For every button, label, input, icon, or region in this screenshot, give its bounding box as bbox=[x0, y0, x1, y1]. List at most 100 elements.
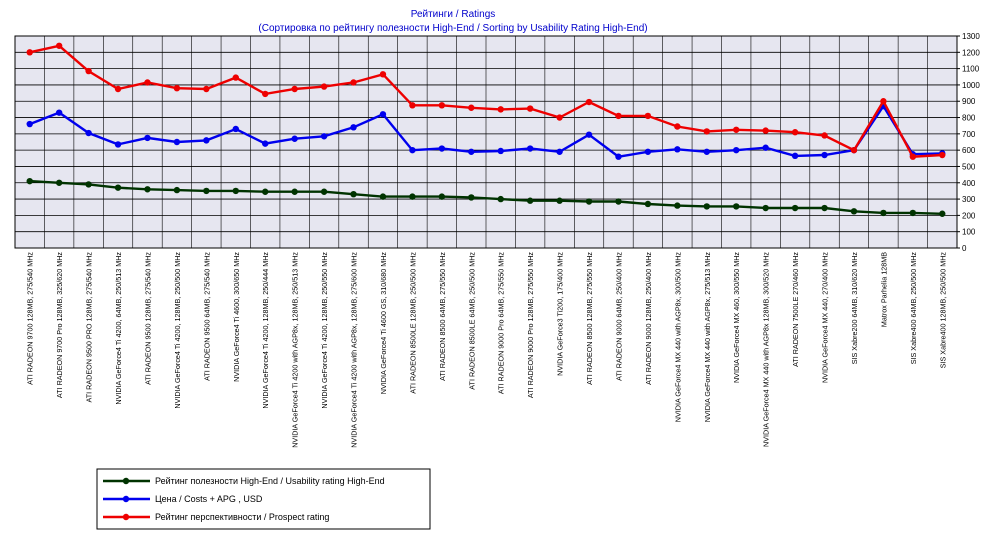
chart-title: Рейтинги / Ratings bbox=[411, 9, 496, 20]
data-point bbox=[232, 187, 239, 195]
data-point bbox=[144, 134, 151, 142]
y-tick-label: 300 bbox=[962, 195, 976, 204]
data-point bbox=[880, 209, 887, 217]
data-point bbox=[291, 85, 298, 93]
x-tick-label: NVIDIA GeForce3 Ti200, 175/400 MHz bbox=[556, 252, 565, 376]
data-point bbox=[762, 204, 769, 212]
series-1 bbox=[26, 177, 946, 217]
data-point bbox=[409, 146, 416, 154]
series-layer bbox=[26, 42, 946, 217]
legend: Рейтинг полезности High-End / Usability … bbox=[96, 468, 431, 530]
series-3 bbox=[26, 42, 946, 160]
y-tick-label: 600 bbox=[962, 146, 976, 155]
data-point bbox=[55, 109, 63, 116]
data-point bbox=[203, 187, 210, 195]
x-tick-label: NVIDIA GeForce4 MX 440, 270/400 MHz bbox=[821, 252, 830, 383]
data-point bbox=[585, 98, 593, 106]
x-axis: ATI RADEON 9700 128MB, 275/540 MHz ATI RA… bbox=[26, 252, 948, 448]
data-point bbox=[291, 188, 298, 195]
data-point bbox=[291, 135, 298, 142]
x-tick-label: NVIDIA GeForce4 Ti 4200, 128MB, 250/500 … bbox=[173, 252, 182, 409]
x-tick-label: NVIDIA GeForce4 Ti 4200, 128MB, 250/550 … bbox=[320, 252, 329, 409]
x-tick-label: ATI RADEON 8500LE 64MB, 250/500 MHz bbox=[467, 252, 476, 390]
data-point bbox=[350, 190, 357, 198]
x-tick-label: ATI RADEON 9500 PRO 128MB, 275/540 MHz bbox=[85, 252, 94, 403]
data-point bbox=[379, 193, 387, 200]
data-point bbox=[733, 146, 740, 154]
x-tick-label: ATI RADEON 9500 128MB, 275/540 MHz bbox=[143, 252, 152, 385]
data-point bbox=[526, 105, 534, 112]
data-point bbox=[55, 42, 63, 49]
data-point bbox=[880, 98, 887, 105]
x-tick-label: NVIDIA GeForce4 Ti 4200 with AGP8x, 128M… bbox=[350, 252, 359, 448]
data-point bbox=[350, 124, 357, 131]
data-point bbox=[438, 193, 446, 200]
y-tick-label: 200 bbox=[962, 211, 976, 220]
x-tick-label: ATI RADEON 9000 Pro 64MB, 275/550 MHz bbox=[497, 252, 506, 394]
series-line bbox=[29, 44, 943, 158]
data-point bbox=[497, 106, 504, 113]
data-point bbox=[144, 186, 151, 193]
x-tick-label: ATI RADEON 8500 128MB, 275/550 MHz bbox=[585, 252, 594, 385]
legend-label: Рейтинг полезности High-End / Usability … bbox=[155, 476, 385, 486]
x-tick-label: ATI RADEON 9000 128MB, 250/400 MHz bbox=[644, 252, 653, 385]
data-point bbox=[674, 146, 681, 153]
y-tick-label: 500 bbox=[962, 162, 976, 171]
data-point bbox=[909, 209, 917, 217]
x-tick-label: NVIDIA GeForce4 MX 440 with AGP8x, 275/5… bbox=[703, 252, 712, 423]
chart-subtitle: (Сортировка по рейтингу полезности High-… bbox=[258, 23, 647, 34]
data-point bbox=[791, 204, 799, 212]
data-point bbox=[850, 146, 858, 154]
y-tick-label: 800 bbox=[962, 114, 976, 123]
data-point bbox=[379, 71, 387, 78]
data-point bbox=[262, 140, 269, 147]
data-point bbox=[615, 153, 622, 160]
data-point bbox=[468, 104, 475, 111]
data-point bbox=[762, 144, 769, 151]
x-tick-label: NVIDIA GeForce4 Ti 4200, 64MB, 250/513 M… bbox=[114, 252, 123, 405]
data-point bbox=[114, 85, 122, 93]
data-point bbox=[762, 127, 769, 134]
series-2 bbox=[26, 102, 946, 160]
legend-item: Цена / Costs + APG , USD bbox=[103, 494, 263, 504]
data-point bbox=[615, 198, 622, 205]
data-point bbox=[350, 79, 357, 86]
x-tick-label: Matrox Parhelia 128MB bbox=[879, 252, 888, 327]
x-tick-label: ATI RADEON 8500 64MB, 275/550 MHz bbox=[438, 252, 447, 381]
data-point bbox=[438, 145, 446, 152]
data-point bbox=[438, 102, 446, 109]
x-tick-label: ATI RADEON 9000 Pro 128MB, 275/550 MHz bbox=[526, 252, 535, 398]
data-point bbox=[85, 129, 92, 137]
data-point bbox=[733, 126, 740, 133]
x-tick-label: SIS Xabre400 128MB, 250/500 MHz bbox=[938, 252, 947, 369]
x-tick-label: NVIDIA GeForce4 MX 440 with AGP8x, 300/5… bbox=[673, 252, 682, 423]
y-tick-label: 1100 bbox=[962, 65, 980, 74]
data-point bbox=[556, 148, 563, 155]
data-point bbox=[409, 193, 416, 200]
data-point bbox=[585, 198, 593, 205]
data-point bbox=[821, 132, 828, 139]
data-point bbox=[821, 151, 828, 159]
legend-label: Рейтинг перспективности / Prospect ratin… bbox=[155, 512, 329, 522]
data-point bbox=[939, 151, 946, 159]
data-point bbox=[497, 147, 504, 155]
data-point bbox=[791, 129, 799, 136]
data-point bbox=[26, 120, 33, 128]
data-point bbox=[821, 204, 828, 212]
data-point bbox=[556, 197, 563, 204]
data-point bbox=[674, 123, 681, 130]
x-tick-label: ATI RADEON 7500LE 270/460 MHz bbox=[791, 252, 800, 367]
data-point bbox=[674, 202, 681, 209]
y-tick-label: 1300 bbox=[962, 32, 980, 41]
data-point bbox=[320, 133, 328, 140]
x-tick-label: ATI RADEON 8500LE 128MB, 250/500 MHz bbox=[408, 252, 417, 394]
data-point bbox=[468, 148, 475, 155]
data-point bbox=[703, 203, 710, 210]
x-tick-label: ATI RADEON 9700 Pro 128MB, 325/620 MHz bbox=[55, 252, 64, 398]
x-tick-label: NVIDIA GeForce4 MX 440 with AGP8x 128MB,… bbox=[762, 252, 771, 447]
x-tick-label: SIS Xabre400 64MB, 250/500 MHz bbox=[909, 252, 918, 365]
legend-box bbox=[96, 468, 431, 530]
y-axis: 0 100 200 300 400 500 600 700 800 900 1000 1100 1200… bbox=[957, 32, 980, 253]
data-point bbox=[262, 188, 269, 195]
data-point bbox=[26, 177, 33, 185]
